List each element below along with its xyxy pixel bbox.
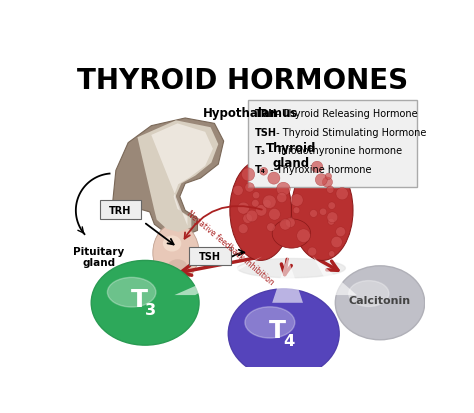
Circle shape bbox=[263, 200, 271, 208]
Circle shape bbox=[246, 211, 258, 222]
Text: Calcitonin: Calcitonin bbox=[349, 295, 411, 305]
Text: TSH: TSH bbox=[199, 251, 221, 261]
Circle shape bbox=[263, 196, 276, 209]
Circle shape bbox=[252, 200, 259, 207]
Circle shape bbox=[267, 223, 275, 232]
Ellipse shape bbox=[230, 161, 292, 261]
Polygon shape bbox=[174, 257, 262, 295]
Text: TSH: TSH bbox=[255, 128, 277, 138]
Circle shape bbox=[277, 193, 287, 203]
Ellipse shape bbox=[168, 260, 187, 274]
Circle shape bbox=[327, 212, 338, 223]
Circle shape bbox=[260, 168, 268, 176]
Circle shape bbox=[233, 186, 243, 196]
Circle shape bbox=[291, 195, 303, 207]
Ellipse shape bbox=[335, 266, 425, 340]
Circle shape bbox=[293, 207, 300, 214]
Circle shape bbox=[315, 174, 328, 186]
Circle shape bbox=[331, 237, 342, 248]
Text: - Thyroxine hormone: - Thyroxine hormone bbox=[267, 164, 371, 174]
Circle shape bbox=[237, 203, 249, 215]
Circle shape bbox=[336, 227, 346, 237]
Circle shape bbox=[268, 173, 280, 185]
Ellipse shape bbox=[237, 259, 346, 278]
Ellipse shape bbox=[292, 161, 353, 261]
Ellipse shape bbox=[163, 236, 182, 252]
Text: T₄: T₄ bbox=[255, 164, 266, 174]
Ellipse shape bbox=[91, 261, 199, 345]
Circle shape bbox=[245, 183, 255, 192]
Circle shape bbox=[319, 209, 327, 216]
Circle shape bbox=[243, 214, 253, 224]
Polygon shape bbox=[272, 257, 303, 303]
Circle shape bbox=[242, 169, 255, 182]
Circle shape bbox=[269, 209, 280, 221]
Text: 3: 3 bbox=[145, 302, 156, 317]
Text: 4: 4 bbox=[284, 333, 295, 348]
Text: TRH: TRH bbox=[255, 109, 278, 119]
Circle shape bbox=[328, 219, 335, 225]
Text: T₃: T₃ bbox=[255, 146, 266, 156]
Circle shape bbox=[322, 178, 332, 188]
FancyBboxPatch shape bbox=[248, 101, 417, 187]
Circle shape bbox=[327, 187, 334, 194]
Ellipse shape bbox=[349, 281, 389, 307]
FancyBboxPatch shape bbox=[189, 247, 231, 266]
Circle shape bbox=[255, 205, 267, 216]
Text: - Thyroid Releasing Hormone: - Thyroid Releasing Hormone bbox=[273, 109, 417, 119]
Ellipse shape bbox=[272, 219, 310, 249]
FancyBboxPatch shape bbox=[100, 201, 141, 219]
Circle shape bbox=[238, 224, 248, 234]
Text: Thyroid
gland: Thyroid gland bbox=[266, 142, 317, 169]
Text: Pituitary
gland: Pituitary gland bbox=[73, 246, 125, 268]
Circle shape bbox=[328, 251, 335, 257]
Text: TRH: TRH bbox=[109, 205, 132, 215]
Ellipse shape bbox=[108, 278, 156, 307]
Circle shape bbox=[253, 192, 260, 199]
Polygon shape bbox=[313, 257, 357, 295]
Circle shape bbox=[308, 247, 317, 256]
Circle shape bbox=[276, 183, 290, 197]
Circle shape bbox=[336, 188, 348, 200]
Text: - Triiodothyronine hormone: - Triiodothyronine hormone bbox=[267, 146, 402, 156]
Circle shape bbox=[297, 229, 310, 243]
Ellipse shape bbox=[245, 307, 295, 338]
Text: T: T bbox=[269, 318, 286, 342]
Ellipse shape bbox=[228, 289, 339, 378]
Text: T: T bbox=[130, 288, 147, 312]
Ellipse shape bbox=[153, 224, 199, 282]
Circle shape bbox=[325, 173, 332, 180]
Circle shape bbox=[280, 219, 291, 230]
Circle shape bbox=[285, 218, 295, 228]
Text: Negative feedback inhibition: Negative feedback inhibition bbox=[184, 209, 275, 287]
Circle shape bbox=[310, 210, 318, 218]
Text: THYROID HORMONES: THYROID HORMONES bbox=[77, 66, 409, 95]
Polygon shape bbox=[113, 119, 224, 237]
Circle shape bbox=[311, 162, 323, 173]
Circle shape bbox=[328, 202, 336, 210]
Polygon shape bbox=[137, 121, 219, 233]
Polygon shape bbox=[151, 124, 213, 226]
Text: Hypothalamus: Hypothalamus bbox=[203, 107, 298, 120]
Text: - Thyroid Stimulating Hormone: - Thyroid Stimulating Hormone bbox=[273, 128, 426, 138]
